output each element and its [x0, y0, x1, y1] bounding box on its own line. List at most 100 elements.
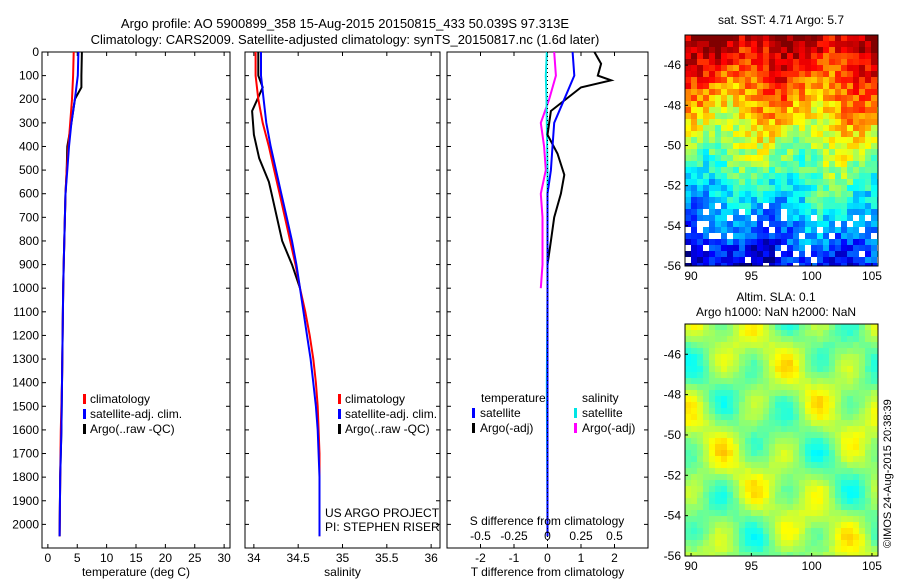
- map-cell: [865, 414, 871, 420]
- map-cell: [823, 324, 829, 330]
- map-cell: [859, 528, 865, 534]
- map-cell: [751, 125, 757, 131]
- map-cell: [685, 191, 691, 197]
- map-cell: [811, 239, 817, 245]
- map-cell: [811, 498, 817, 504]
- map-cell: [823, 185, 829, 191]
- map-cell: [823, 444, 829, 450]
- map-cell: [847, 191, 853, 197]
- y-tick-label: 700: [19, 210, 39, 224]
- map-cell: [751, 396, 757, 402]
- map-cell: [871, 378, 877, 384]
- map-cell: [709, 378, 715, 384]
- map-cell: [721, 324, 727, 330]
- map-cell: [781, 480, 787, 486]
- map-cell: [685, 77, 691, 83]
- map-cell: [691, 366, 697, 372]
- map-cell: [739, 522, 745, 528]
- map-cell: [829, 161, 835, 167]
- map-cell: [799, 263, 805, 266]
- map-cell: [811, 119, 817, 125]
- map-cell: [763, 65, 769, 71]
- map-cell: [841, 137, 847, 143]
- map-cell: [697, 354, 703, 360]
- map-cell: [745, 468, 751, 474]
- map-cell: [817, 161, 823, 167]
- map-cell: [859, 432, 865, 438]
- map-cell: [841, 438, 847, 444]
- map-cell: [799, 432, 805, 438]
- map-cell: [805, 137, 811, 143]
- map-cell: [685, 59, 691, 65]
- map-cell: [745, 336, 751, 342]
- map-cell: [757, 438, 763, 444]
- map-cell: [745, 456, 751, 462]
- map-cell: [691, 65, 697, 71]
- map-cell: [709, 486, 715, 492]
- map-cell: [745, 251, 751, 257]
- map-cell: [865, 239, 871, 245]
- y-tick-label: 200: [19, 92, 39, 106]
- map-cell: [691, 552, 697, 556]
- map-cell: [793, 462, 799, 468]
- map-x-tick-label: 90: [684, 269, 698, 283]
- map-cell: [703, 402, 709, 408]
- map-cell: [829, 263, 835, 266]
- map-cell: [769, 191, 775, 197]
- map-cell: [751, 324, 757, 330]
- map-cell: [757, 257, 763, 263]
- map-cell: [799, 336, 805, 342]
- map-cell: [835, 233, 841, 239]
- map-cell: [823, 462, 829, 468]
- map-cell: [745, 348, 751, 354]
- map-cell: [769, 47, 775, 53]
- map-cell: [817, 336, 823, 342]
- map-cell: [721, 209, 727, 215]
- map-cell: [817, 77, 823, 83]
- map-cell: [715, 468, 721, 474]
- map-cell: [769, 354, 775, 360]
- map-cell: [715, 360, 721, 366]
- map-cell: [853, 336, 859, 342]
- map-cell: [865, 161, 871, 167]
- map-cell: [799, 390, 805, 396]
- map-cell: [733, 167, 739, 173]
- map-cell: [763, 384, 769, 390]
- map-cell: [691, 372, 697, 378]
- map-cell: [865, 47, 871, 53]
- map-cell: [697, 540, 703, 546]
- map-cell: [709, 263, 715, 266]
- map-cell: [841, 498, 847, 504]
- map-y-tick-label: -52: [664, 468, 682, 482]
- map-cell: [841, 263, 847, 266]
- map-cell: [865, 408, 871, 414]
- map-cell: [829, 149, 835, 155]
- map-cell: [727, 534, 733, 540]
- map-cell: [727, 474, 733, 480]
- x-tick-label: 34.5: [287, 551, 311, 565]
- map-cell: [757, 480, 763, 486]
- map-cell: [835, 510, 841, 516]
- map-cell: [859, 83, 865, 89]
- map-cell: [781, 330, 787, 336]
- map-cell: [685, 324, 691, 330]
- map-cell: [865, 257, 871, 263]
- map-cell: [787, 504, 793, 510]
- map-cell: [793, 149, 799, 155]
- map-cell: [685, 546, 691, 552]
- map-cell: [757, 492, 763, 498]
- map-cell: [853, 546, 859, 552]
- map-cell: [823, 450, 829, 456]
- map-cell: [727, 257, 733, 263]
- y-tick-label: 1700: [12, 447, 39, 461]
- map-cell: [859, 504, 865, 510]
- map-cell: [691, 330, 697, 336]
- map-cell: [799, 456, 805, 462]
- map-cell: [733, 35, 739, 41]
- map-cell: [745, 534, 751, 540]
- map-cell: [685, 143, 691, 149]
- map-cell: [781, 251, 787, 257]
- x2-axis-label: S difference from climatology: [470, 514, 625, 528]
- map-cell: [757, 47, 763, 53]
- map-x-tick-label: 105: [862, 269, 882, 283]
